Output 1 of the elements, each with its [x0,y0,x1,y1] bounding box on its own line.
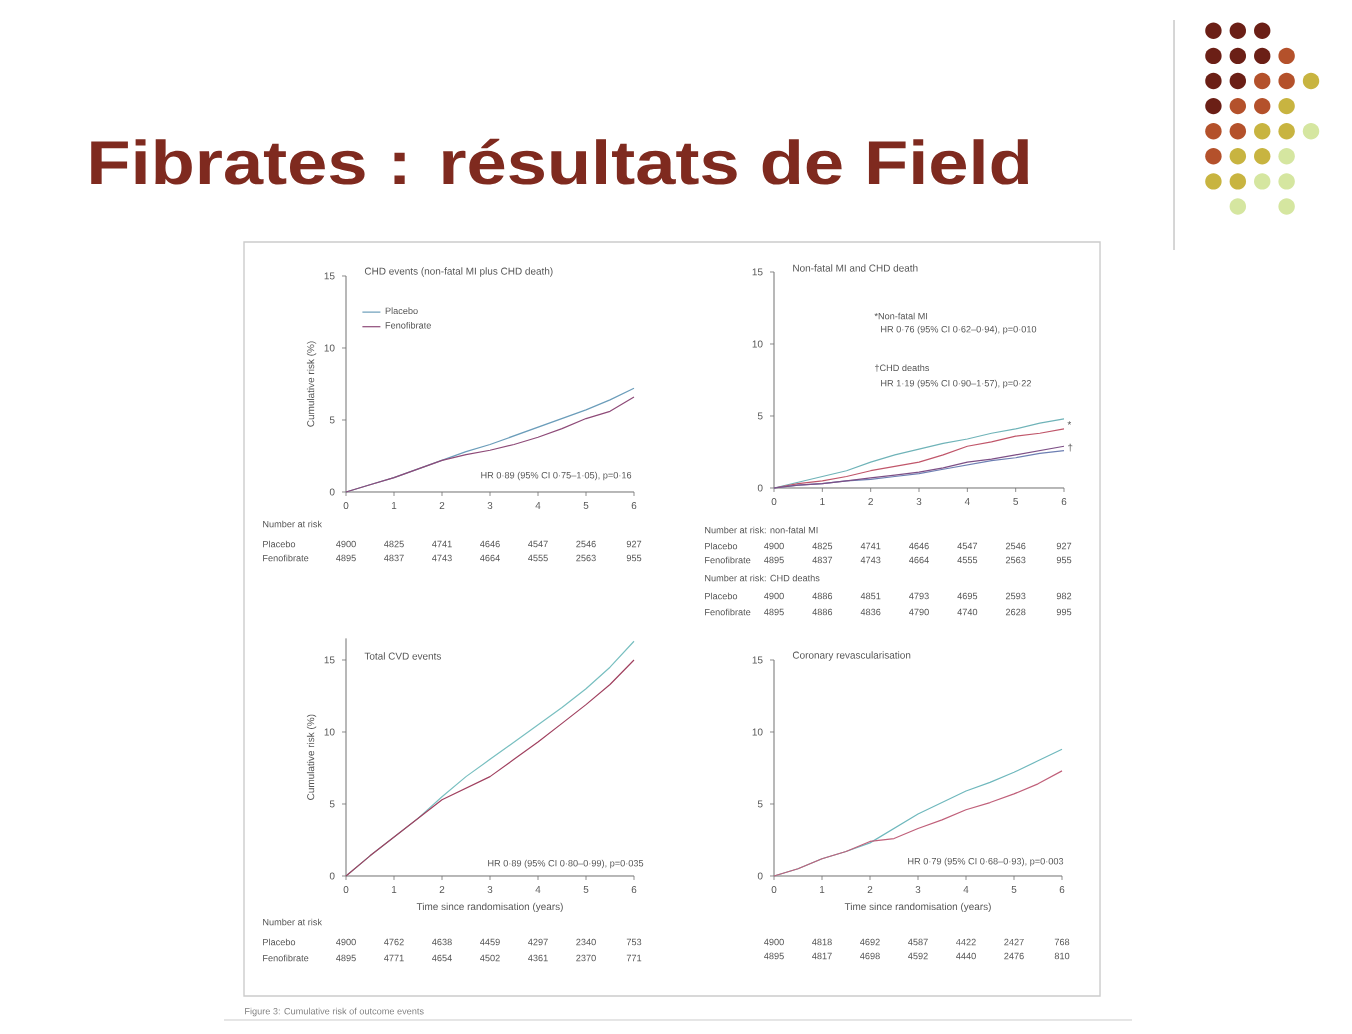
text: Fibrates : résultats de Field [91,138,1028,185]
